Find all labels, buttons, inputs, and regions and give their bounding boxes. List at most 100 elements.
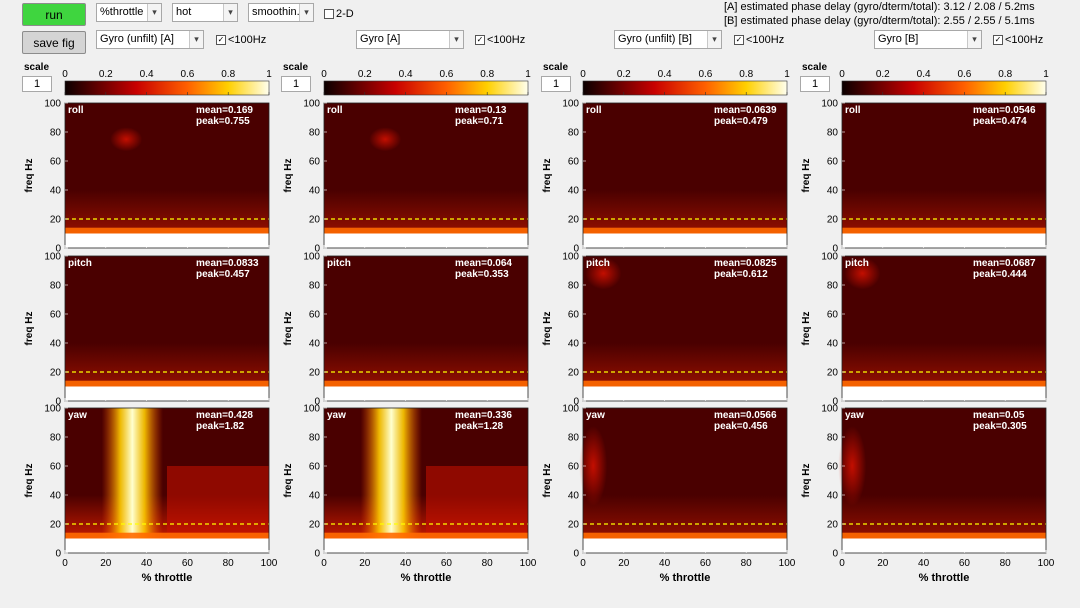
signal-select[interactable]: Gyro (unfilt) [B] ▾	[614, 30, 722, 49]
y-axis-label: freq Hz	[801, 159, 812, 193]
y-tick-label: 40	[568, 186, 580, 197]
colorbar-tick-label: 0.8	[221, 69, 235, 80]
y-axis-label: freq Hz	[542, 312, 553, 346]
lt100hz-checkbox[interactable]: ✓ <100Hz	[475, 34, 525, 46]
y-tick-label: 20	[568, 368, 580, 379]
phase-delay-a: [A] estimated phase delay (gyro/dterm/to…	[724, 1, 1035, 13]
smoothing-select[interactable]: smoothin... ▾	[248, 3, 314, 22]
heatmap-low-band	[324, 343, 528, 387]
y-tick-label: 80	[568, 281, 580, 292]
axes-frame	[323, 102, 529, 249]
y-tick-label: 60	[827, 310, 839, 321]
y-tick-label: 100	[303, 99, 320, 110]
y-tick-label: 80	[309, 128, 321, 139]
twod-checkbox[interactable]: 2-D	[324, 8, 354, 20]
heatmap-bright-strip	[65, 538, 269, 553]
heatmap-panel-yaw: 0 20 40 60 80 100 0 20 40 60 80 100 freq Hz % throttl…	[542, 404, 796, 585]
axes-frame	[582, 407, 788, 554]
lt100hz-checkbox[interactable]: ✓ <100Hz	[216, 34, 266, 46]
heatmap-strip-edge	[583, 532, 787, 539]
heatmap-bright-strip	[324, 386, 528, 401]
chevron-down-icon: ▾	[707, 31, 721, 48]
xaxis-select[interactable]: %throttle ▾	[96, 3, 162, 22]
checkbox-checked-icon: ✓	[993, 35, 1003, 45]
colorbar-tick-label: 0.4	[140, 69, 154, 80]
axis-name-label: pitch	[68, 258, 92, 269]
scale-input[interactable]: 1	[22, 76, 52, 92]
axes-frame	[323, 407, 529, 554]
scale-input[interactable]: 1	[541, 76, 571, 92]
heatmap-strip-edge	[842, 380, 1046, 387]
y-tick-label: 80	[309, 281, 321, 292]
peak-label: peak=0.305	[973, 421, 1027, 432]
heatmap-blob	[585, 257, 622, 290]
colorbar-tick-label: 0.2	[99, 69, 113, 80]
save-fig-button[interactable]: save fig	[22, 31, 86, 54]
signal-select[interactable]: Gyro (unfilt) [A] ▾	[96, 30, 204, 49]
y-tick-label: 100	[821, 99, 838, 110]
y-tick-label: 60	[50, 157, 62, 168]
heatmap-blob	[579, 426, 608, 506]
colormap-select[interactable]: hot ▾	[172, 3, 238, 22]
axes-frame	[841, 407, 1047, 554]
y-tick-label: 0	[573, 397, 579, 408]
x-tick-label: 20	[618, 558, 630, 569]
y-tick-label: 80	[827, 433, 839, 444]
y-tick-label: 0	[55, 549, 61, 560]
run-button[interactable]: run	[22, 3, 86, 26]
colorbar	[64, 80, 270, 96]
colorbar-tick-label: 0.4	[917, 69, 931, 80]
signal-select[interactable]: Gyro [B] ▾	[874, 30, 982, 49]
heatmap-strip-edge	[65, 532, 269, 539]
colorbar-tick-label: 0.2	[876, 69, 890, 80]
y-tick-label: 0	[55, 244, 61, 255]
heatmap-low-band	[842, 495, 1046, 539]
signal-select-value: Gyro [A]	[360, 33, 401, 45]
heatmap-panel-yaw: 0 20 40 60 80 100 0 20 40 60 80 100 freq Hz % throttl…	[24, 404, 278, 585]
colorbar-tick-label: 0	[62, 69, 68, 80]
y-tick-label: 0	[832, 244, 838, 255]
y-tick-label: 80	[827, 128, 839, 139]
y-tick-label: 20	[827, 520, 839, 531]
heatmap-panel-roll: 0 20 40 60 80 100 freq Hz roll mean=0.0639peak=0…	[542, 99, 788, 255]
peak-label: peak=0.612	[714, 269, 768, 280]
mean-label: mean=0.0825	[714, 258, 777, 269]
axes-frame	[64, 102, 270, 249]
x-tick-label: 0	[839, 558, 845, 569]
peak-label: peak=0.353	[455, 269, 509, 280]
y-tick-label: 80	[50, 128, 62, 139]
y-tick-label: 80	[309, 433, 321, 444]
heatmap-panel-pitch: 0 20 40 60 80 100 freq Hz pitch mean=0.0833peak=…	[24, 252, 270, 408]
heatmap-strip-edge	[324, 380, 528, 387]
colorbar-tick-label: 1	[525, 69, 531, 80]
chevron-down-icon: ▾	[223, 4, 237, 21]
y-tick-label: 100	[821, 404, 838, 415]
y-axis-label: freq Hz	[542, 159, 553, 193]
scale-input[interactable]: 1	[800, 76, 830, 92]
y-tick-label: 40	[568, 491, 580, 502]
y-tick-label: 60	[309, 462, 321, 473]
colorbar-tick-label: 0.6	[957, 69, 971, 80]
y-tick-label: 80	[50, 281, 62, 292]
colorbar-tick-label: 0.6	[698, 69, 712, 80]
mean-label: mean=0.13	[455, 105, 507, 116]
scale-input[interactable]: 1	[281, 76, 311, 92]
signal-select[interactable]: Gyro [A] ▾	[356, 30, 464, 49]
heatmap-low-band	[842, 343, 1046, 387]
x-axis-label: % throttle	[919, 572, 970, 584]
y-tick-label: 80	[827, 281, 839, 292]
heatmap-panel-yaw: 0 20 40 60 80 100 0 20 40 60 80 100 freq Hz % throttl…	[283, 404, 537, 585]
axis-name-label: pitch	[586, 258, 610, 269]
x-tick-label: 100	[520, 558, 537, 569]
mean-label: mean=0.169	[196, 105, 253, 116]
signal-select-value: Gyro [B]	[878, 33, 919, 45]
heatmap-low-band	[583, 343, 787, 387]
y-tick-label: 0	[314, 244, 320, 255]
colorbar-tick-label: 0.4	[399, 69, 413, 80]
signal-select-value: Gyro (unfilt) [B]	[618, 33, 692, 45]
y-tick-label: 20	[50, 215, 62, 226]
lt100hz-checkbox[interactable]: ✓ <100Hz	[993, 34, 1043, 46]
mean-label: mean=0.0566	[714, 410, 777, 421]
mean-label: mean=0.0833	[196, 258, 259, 269]
lt100hz-checkbox[interactable]: ✓ <100Hz	[734, 34, 784, 46]
